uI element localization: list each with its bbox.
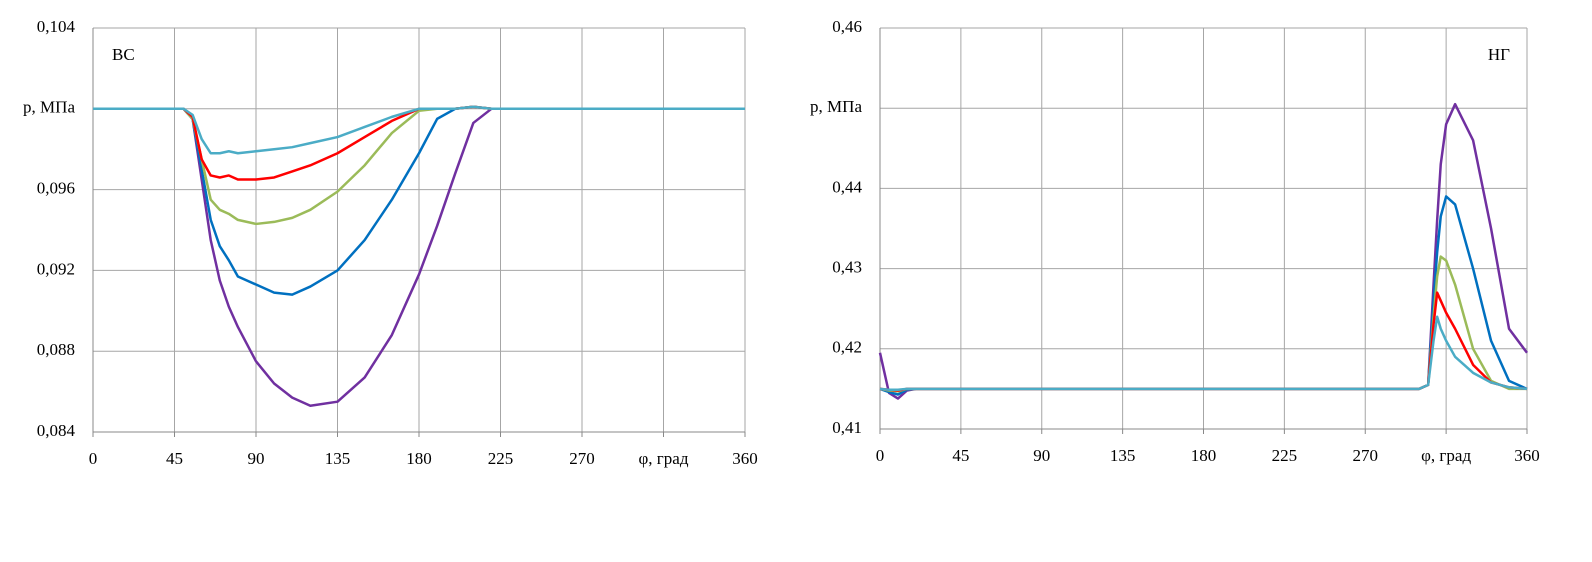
y-tick-label: 0,096 [37, 179, 75, 198]
x-tick-label: 270 [1353, 446, 1379, 465]
x-tick-label: 90 [248, 449, 265, 468]
annotation: НГ [1488, 45, 1510, 64]
y-tick-label: 0,44 [832, 177, 862, 196]
x-tick-label: 180 [406, 449, 432, 468]
x-tick-label: 0 [876, 446, 885, 465]
y-tick-label: 0,084 [37, 421, 76, 440]
x-tick-label: 270 [569, 449, 595, 468]
x-tick-label: 90 [1033, 446, 1050, 465]
x-tick-label: 45 [952, 446, 969, 465]
x-tick-label: 45 [166, 449, 183, 468]
y-tick-label: 0,104 [37, 17, 76, 36]
y-tick-label: 0,42 [832, 338, 862, 357]
y-tick-label: 0,088 [37, 340, 75, 359]
x-tick-label: φ, град [639, 449, 689, 468]
x-tick-label: 225 [488, 449, 514, 468]
x-tick-label: 135 [1110, 446, 1136, 465]
x-tick-label: 180 [1191, 446, 1217, 465]
y-tick-label: 0,43 [832, 258, 862, 277]
x-tick-label: φ, град [1421, 446, 1471, 465]
series-line [93, 105, 745, 155]
x-tick-label: 225 [1272, 446, 1298, 465]
series-line [879, 315, 1528, 391]
x-tick-label: 0 [89, 449, 98, 468]
y-tick-label: 0,41 [832, 418, 862, 437]
y-tick-label: p, МПа [810, 97, 862, 116]
x-tick-label: 360 [1514, 446, 1540, 465]
x-tick-label: 360 [732, 449, 758, 468]
annotation: ВС [112, 45, 135, 64]
y-tick-label: 0,092 [37, 259, 75, 278]
x-tick-label: 135 [325, 449, 351, 468]
y-tick-label: 0,46 [832, 17, 862, 36]
y-tick-label: p, МПа [23, 98, 75, 117]
